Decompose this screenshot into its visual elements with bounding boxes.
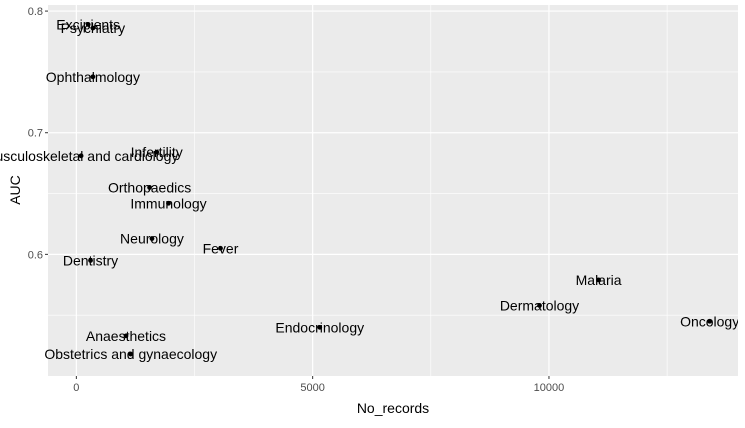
y-axis-ticks: 0.6 0.7 0.8	[28, 6, 48, 261]
x-axis-ticks: 0 5000 10000	[73, 376, 564, 394]
data-label: Dermatology	[500, 297, 579, 313]
data-label: Oncology	[680, 313, 739, 329]
data-label: Orthopaedics	[108, 179, 191, 195]
x-tick-label: 0	[73, 382, 79, 394]
x-tick-label: 10000	[534, 382, 565, 394]
data-label: Endocrinology	[275, 319, 364, 335]
plot-panel	[48, 5, 738, 376]
data-label: Neurology	[120, 231, 184, 247]
y-tick-label: 0.7	[28, 128, 43, 140]
data-point	[128, 351, 134, 357]
data-label: Immunology	[130, 195, 206, 211]
data-point	[149, 236, 155, 241]
data-label: Obstetrics and gynaecology	[44, 346, 217, 362]
data-point	[147, 185, 153, 190]
data-label: Musculoskeletal and cardiology	[0, 148, 178, 164]
data-point	[166, 200, 171, 206]
data-point	[596, 277, 601, 283]
data-label: Psychiatry	[61, 20, 126, 36]
data-point	[218, 245, 223, 251]
data-label: Anaesthetics	[86, 328, 166, 344]
data-label: Malaria	[576, 272, 622, 288]
data-point	[123, 333, 129, 339]
y-tick-label: 0.8	[28, 6, 43, 18]
data-label: Excipients	[56, 16, 120, 32]
y-tick-label: 0.6	[28, 249, 43, 261]
x-axis-title: No_records	[357, 400, 429, 416]
data-label: Dentistry	[63, 252, 118, 268]
x-tick-label: 5000	[300, 382, 324, 394]
data-label: Fever	[203, 240, 239, 256]
data-label: Infertility	[131, 144, 183, 160]
data-label: Ophthalmology	[46, 69, 140, 85]
data-point	[85, 22, 91, 27]
data-point	[90, 25, 96, 31]
data-point	[317, 324, 323, 330]
y-axis-title: AUC	[7, 175, 23, 205]
data-point	[90, 74, 96, 80]
data-point	[707, 318, 713, 324]
data-point	[154, 149, 160, 155]
data-point	[537, 303, 542, 308]
data-point	[78, 153, 84, 159]
grid	[48, 5, 738, 376]
data-point	[88, 258, 93, 263]
